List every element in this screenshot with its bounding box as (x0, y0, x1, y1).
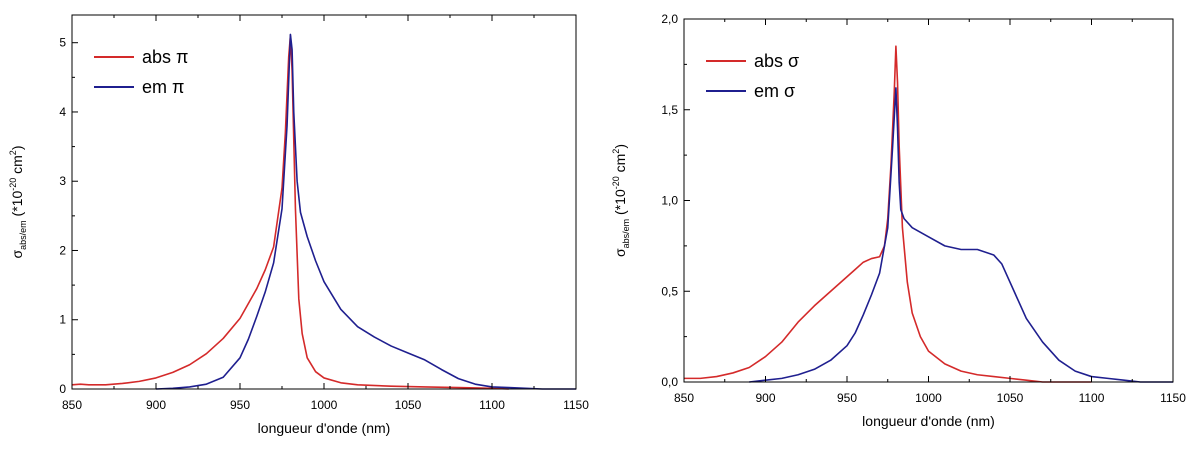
chart-1: 850 900 950 1000 1050 1100 1150 0 1 2 3 4 5 longueur … (8, 14, 589, 436)
y-tick-label: 0 (59, 382, 66, 396)
series-line-2 (749, 87, 1173, 383)
y-axis-title: σabs/em (*10-20 cm2) (8, 146, 28, 259)
x-tick-label: 950 (837, 391, 857, 405)
y-axis-title-part: (*10 (9, 191, 25, 221)
chart-2: 850 900 950 1000 1050 1100 1150 0,0 0,5 1,0 1,5 2,0… (611, 12, 1186, 429)
series-line-1 (71, 34, 509, 390)
y-tick-label: 2,0 (661, 12, 678, 26)
x-tick-label: 850 (674, 391, 694, 405)
y-axis-title-part: σ (612, 248, 628, 257)
y-axis-title-part: -20 (611, 176, 621, 189)
y-axis-title-part: abs/em (18, 220, 28, 250)
y-axis-title-part: σ (9, 250, 25, 259)
x-axis-title: longueur d'onde (nm) (862, 413, 995, 429)
y-axis-title-part: 2 (611, 149, 621, 154)
y-axis-title-part: cm (9, 155, 25, 178)
legend-label: em π (142, 77, 184, 97)
x-tick-label: 1050 (997, 391, 1024, 405)
x-tick-label: 1000 (311, 398, 338, 412)
series-line-2 (155, 33, 576, 390)
x-tick-label: 900 (146, 398, 166, 412)
x-tick-label: 1050 (395, 398, 422, 412)
y-axis-title-part: 2 (8, 150, 18, 155)
legend-label: em σ (754, 81, 795, 101)
y-tick-label: 0,0 (661, 375, 678, 389)
y-axis-title-part: abs/em (621, 219, 631, 249)
x-tick-label: 900 (755, 391, 775, 405)
x-axis-title: longueur d'onde (nm) (258, 420, 391, 436)
x-tick-label: 1100 (1079, 391, 1105, 405)
y-axis-title: σabs/em (*10-20 cm2) (611, 144, 631, 257)
y-tick-label: 4 (59, 105, 66, 119)
y-axis-title-part: ) (9, 146, 25, 151)
plot-frame (683, 18, 1174, 383)
legend-label: abs σ (754, 51, 799, 71)
y-tick-label: 1 (59, 313, 66, 327)
x-tick-label: 1000 (915, 391, 942, 405)
x-tick-label: 950 (230, 398, 250, 412)
y-tick-label: 3 (59, 174, 66, 188)
y-tick-label: 0,5 (661, 284, 678, 298)
y-tick-label: 5 (59, 36, 66, 50)
x-tick-label: 1100 (479, 398, 505, 412)
legend-label: abs π (142, 47, 188, 67)
y-tick-label: 2 (59, 243, 66, 257)
y-axis-title-part: cm (612, 154, 628, 177)
y-tick-label: 1,0 (661, 194, 678, 208)
x-tick-label: 850 (62, 398, 82, 412)
series-line-1 (684, 45, 1092, 383)
y-tick-label: 1,5 (661, 103, 678, 117)
y-axis-title-part: -20 (8, 178, 18, 191)
x-tick-label: 1150 (1160, 391, 1186, 405)
x-tick-label: 1150 (563, 398, 589, 412)
plot-frame (71, 14, 577, 390)
y-axis-title-part: (*10 (612, 189, 628, 219)
y-axis-title-part: ) (612, 144, 628, 149)
